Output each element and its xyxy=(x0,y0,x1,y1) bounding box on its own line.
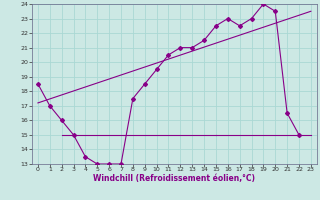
X-axis label: Windchill (Refroidissement éolien,°C): Windchill (Refroidissement éolien,°C) xyxy=(93,174,255,183)
